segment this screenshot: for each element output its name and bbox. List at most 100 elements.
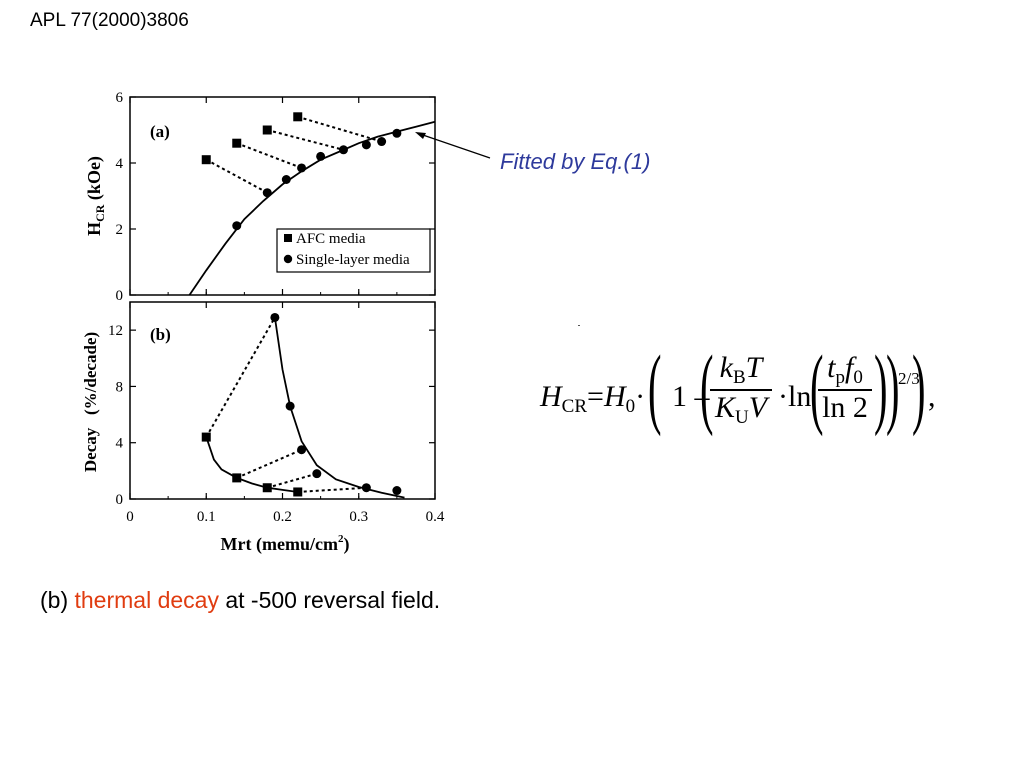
eq-one: 1 [672, 380, 687, 413]
eq-comma: , [928, 380, 936, 413]
eq-fraction-kt-bar [710, 389, 772, 391]
eq-h0: H [603, 380, 626, 413]
panel-a: 0 2 4 6 (a) HCR (kOe) AFC media Single-laye… [84, 90, 436, 304]
y-label-main: H [84, 222, 104, 236]
dashed-link [205, 158, 268, 194]
afc-point [293, 487, 303, 497]
panel-b-points [201, 312, 402, 497]
y-tick-label: 12 [108, 323, 123, 339]
x-tick-label: 0.1 [197, 509, 216, 525]
legend-single: Single-layer media [296, 252, 410, 268]
y-tick-label: 4 [116, 156, 124, 172]
afc-point [262, 125, 272, 135]
y-tick-label: 0 [116, 492, 124, 508]
afc-point [201, 155, 211, 165]
eq-paren-close-ln: ) [874, 338, 888, 437]
x-label-main: Mrt (memu/cm [221, 534, 338, 555]
x-label-close: ) [343, 534, 349, 555]
eq-paren-close-outer: ) [912, 338, 926, 437]
y-tick-label: 0 [116, 288, 124, 304]
dashed-link [297, 486, 367, 493]
eq-kb-sub: B [732, 367, 746, 388]
single-layer-point [297, 163, 307, 173]
eq-equals: = [587, 380, 604, 413]
eq-ku: K [714, 390, 735, 424]
panel-a-y-axis-label: HCR (kOe) [84, 156, 107, 236]
eq-fraction-kt: kBT KUV [710, 351, 772, 429]
eq-paren-open-inner: ( [700, 338, 714, 437]
eq-fraction-tpf0: tpf0 ln 2 [818, 351, 872, 425]
panel-a-points [201, 112, 402, 231]
legend-box [276, 228, 431, 273]
panel-b-y-axis-label: Decay (%/decade) [81, 332, 100, 472]
single-layer-point [262, 188, 272, 198]
annotation-arrow-line [419, 133, 491, 159]
panel-b-afc-curve [205, 436, 298, 493]
caption-highlight: thermal decay [74, 587, 219, 613]
dashed-link [205, 316, 276, 438]
single-layer-point [392, 486, 402, 496]
afc-point [262, 483, 272, 493]
single-layer-point [361, 483, 371, 493]
afc-point [201, 432, 211, 442]
equation: HCR=H0· ( 1 – ( kBT KUV ·ln ( tpf0 ln 2 … [540, 338, 940, 445]
eq-ln: ln [788, 380, 812, 413]
single-layer-point [392, 128, 402, 138]
eq-ku-sub: U [734, 406, 749, 428]
single-layer-point [285, 401, 295, 411]
dashed-link [236, 448, 302, 479]
eq-exponent: 2/3 [898, 369, 920, 388]
eq-dot-2: · [778, 380, 788, 413]
afc-point [293, 112, 303, 122]
panel-a-ticks: 0 2 4 6 [116, 90, 436, 304]
legend: AFC media Single-layer media [276, 228, 431, 273]
panel-a-dashed-links [205, 115, 382, 194]
single-layer-point [361, 140, 371, 150]
eq-paren-close-inner: ) [886, 338, 900, 437]
eq-paren-open-outer: ( [648, 338, 662, 437]
panel-b-x-axis-label: Mrt (memu/cm2) [221, 533, 350, 555]
dashed-link [236, 142, 302, 169]
panel-b-ticks: 0 0.1 0.2 0.3 0.4 0 4 8 12 [108, 302, 445, 525]
eq-dot: · [635, 380, 646, 413]
caption-prefix: (b) [40, 587, 75, 613]
panel-b-dashed-links [205, 316, 367, 493]
y-tick-label: 4 [116, 436, 124, 452]
x-tick-label: 0.3 [349, 509, 368, 525]
eq-h0-sub: 0 [625, 396, 636, 417]
single-layer-point [297, 445, 307, 455]
caption: (b) thermal decay at -500 reversal field… [40, 587, 440, 614]
single-layer-point [316, 151, 326, 161]
afc-point [232, 138, 242, 148]
legend-circle-marker [283, 254, 293, 264]
eq-kb: k [719, 351, 733, 384]
panel-a-label: (a) [150, 122, 170, 141]
legend-square-marker [284, 234, 292, 242]
eq-fraction-tpf0-bar [818, 389, 872, 391]
eq-t: T [745, 351, 763, 384]
single-layer-point [312, 469, 322, 479]
annotation-arrow [415, 132, 491, 159]
dashed-link [297, 115, 382, 143]
eq-v: V [748, 390, 768, 424]
panel-b-single-curve [274, 317, 405, 499]
y-label-unit: (kOe) [84, 156, 105, 200]
y-tick-label: 6 [116, 90, 124, 106]
eq-tp: t [827, 351, 836, 384]
caption-suffix: at -500 reversal field. [218, 587, 441, 613]
eq-minus: – [694, 380, 710, 413]
x-label-sup: 2 [338, 533, 344, 545]
x-tick-label: 0 [126, 509, 134, 525]
afc-point [232, 473, 242, 483]
stray-dot [578, 325, 580, 326]
panel-b-label: (b) [150, 325, 171, 344]
legend-afc: AFC media [296, 231, 366, 247]
x-tick-label: 0.4 [426, 509, 445, 525]
single-layer-point [270, 312, 280, 322]
x-tick-label: 0.2 [273, 509, 292, 525]
eq-lhs-sub: CR [561, 396, 588, 417]
single-layer-point [339, 145, 348, 155]
eq-f0: f [845, 351, 854, 384]
